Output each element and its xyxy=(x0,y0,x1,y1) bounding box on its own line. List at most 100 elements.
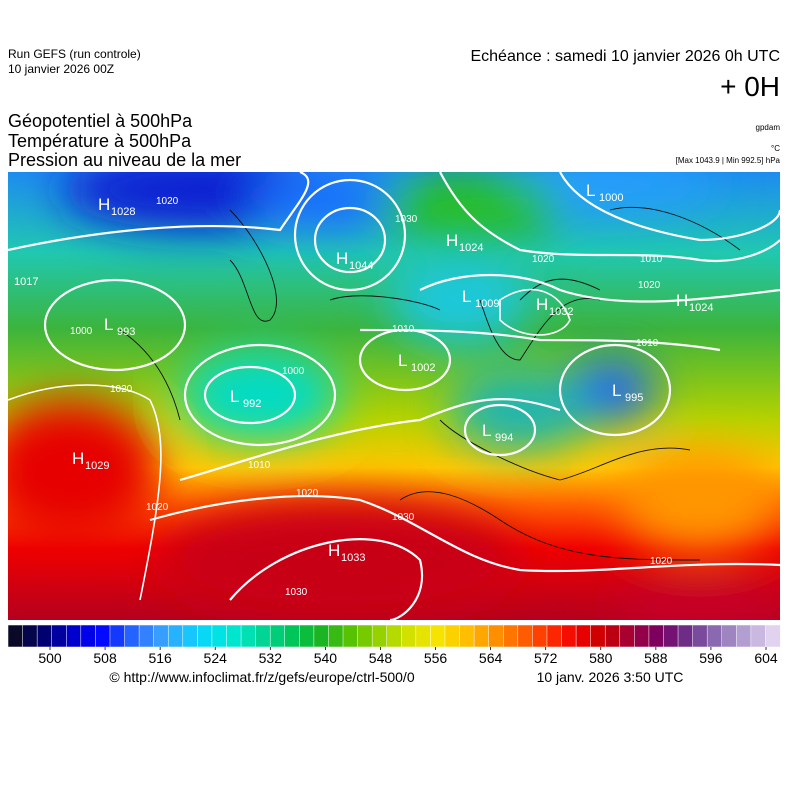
colorbar-tick-label: 556 xyxy=(424,650,448,666)
center-value: 992 xyxy=(243,398,261,410)
isobar-label: 1020 xyxy=(156,196,179,207)
color-swatch xyxy=(663,624,679,648)
isobar-label: 1000 xyxy=(70,326,93,337)
unit: gpdam xyxy=(756,123,781,132)
color-swatch xyxy=(721,624,737,648)
run-date: 10 janvier 2026 00Z xyxy=(8,62,114,76)
center-value: 1044 xyxy=(349,260,373,272)
isobar-label: 1030 xyxy=(392,512,415,523)
color-swatch xyxy=(736,624,752,648)
colorbar-tick-label: 564 xyxy=(479,650,503,666)
color-swatch xyxy=(197,624,213,648)
echeance: Echéance : samedi 10 janvier 2026 0h UTC xyxy=(470,48,780,65)
color-swatch xyxy=(80,624,97,648)
color-swatch xyxy=(386,624,402,648)
center-kind: H xyxy=(446,231,458,250)
color-swatch xyxy=(95,624,111,648)
center-kind: L xyxy=(104,315,113,334)
colorbar-tick-label: 596 xyxy=(699,650,723,666)
colorbar-tick-label: 572 xyxy=(534,650,558,666)
center-kind: H xyxy=(536,295,548,314)
source: © http://www.infoclimat.fr/z/gefs/europe… xyxy=(109,669,414,685)
isobar-label: 1020 xyxy=(638,280,661,291)
colorbar-tick-label: 580 xyxy=(589,650,613,666)
center-kind: H xyxy=(336,249,348,268)
center-kind: L xyxy=(586,181,595,200)
colorbar-tick-label: 508 xyxy=(93,650,117,666)
model: Run GEFS (run controle) xyxy=(8,47,141,61)
center-kind: L xyxy=(398,351,407,370)
center-kind: L xyxy=(462,287,471,306)
color-swatch xyxy=(430,624,446,648)
color-swatch xyxy=(167,624,184,648)
color-swatch xyxy=(226,624,242,648)
isobar-label: 1020 xyxy=(650,556,673,567)
center-kind: H xyxy=(676,291,688,310)
center-value: 995 xyxy=(625,392,643,404)
color-swatch xyxy=(590,624,606,648)
color-swatch xyxy=(66,624,82,648)
isobar-label: 1030 xyxy=(395,214,418,225)
color-swatch xyxy=(371,624,388,648)
center-value: 1024 xyxy=(689,302,713,314)
color-swatch xyxy=(211,624,228,648)
coastlines xyxy=(119,206,741,561)
color-swatch xyxy=(415,624,432,648)
center-kind: L xyxy=(612,381,621,400)
lead-time: + 0H xyxy=(720,71,780,102)
color-swatch xyxy=(502,624,519,648)
center-value: 1000 xyxy=(599,192,623,204)
colorbar-tick-label: 500 xyxy=(38,650,62,666)
color-swatch xyxy=(619,624,635,648)
color-swatch xyxy=(546,624,563,648)
color-swatch xyxy=(677,624,694,648)
isobar-label: 1020 xyxy=(296,488,319,499)
center-kind: H xyxy=(98,195,110,214)
color-swatch xyxy=(153,624,169,648)
color-swatch xyxy=(561,624,577,648)
colorbar-tick-label: 588 xyxy=(644,650,668,666)
center-value: 1002 xyxy=(411,362,435,374)
temperature-field xyxy=(8,172,780,620)
center-value: 994 xyxy=(495,432,513,444)
color-swatch xyxy=(124,624,140,648)
color-swatch xyxy=(765,624,781,648)
center-value: 1032 xyxy=(549,306,573,318)
generated-time: 10 janv. 2026 3:50 UTC xyxy=(537,669,684,685)
color-swatch xyxy=(459,624,475,648)
center-value: 993 xyxy=(117,326,135,338)
colorbar-tick-label: 516 xyxy=(148,650,172,666)
color-swatch xyxy=(648,624,665,648)
isobar-label: 1000 xyxy=(282,366,305,377)
center-kind: L xyxy=(230,387,239,406)
colorbar-tick-label: 540 xyxy=(314,650,338,666)
color-swatch xyxy=(255,624,271,648)
center-value: 1009 xyxy=(475,298,499,310)
color-swatch xyxy=(313,624,330,648)
color-swatch xyxy=(750,624,767,648)
center-kind: L xyxy=(482,421,491,440)
isobar-label: 1010 xyxy=(392,324,415,335)
color-swatch xyxy=(328,624,344,648)
color-swatch xyxy=(473,624,490,648)
color-swatch xyxy=(692,624,708,648)
isobar-label: 1030 xyxy=(285,587,308,598)
field-title: Pression au niveau de la mer xyxy=(8,150,241,170)
center-value: 1033 xyxy=(341,552,365,564)
isobar-label: 1010 xyxy=(248,460,271,471)
center-value: 1029 xyxy=(85,460,109,472)
field-title: Température à 500hPa xyxy=(8,131,192,151)
colorbar-tick-label: 604 xyxy=(754,650,778,666)
color-swatch xyxy=(342,624,359,648)
color-swatch xyxy=(488,624,504,648)
range-note: [Max 1043.9 | Min 992.5] hPa xyxy=(676,156,781,165)
color-swatch xyxy=(182,624,199,648)
color-swatch xyxy=(240,624,257,648)
map xyxy=(8,172,780,620)
isobar-label: 1010 xyxy=(636,338,659,349)
colorbar: 500 508 516 524 532 540 548 556 564 572 580 588 596 6… xyxy=(7,624,781,666)
center-value: 1028 xyxy=(111,206,135,218)
center-value: 1017 xyxy=(14,276,38,288)
